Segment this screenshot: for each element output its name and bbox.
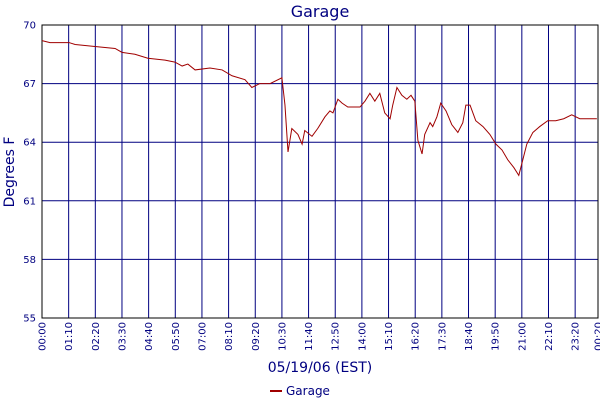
- plot-border: [41, 24, 599, 319]
- x-tick-label: 21:00: [517, 322, 528, 351]
- x-tick-label: 19:50: [491, 322, 502, 351]
- y-tick-label: 61: [23, 196, 36, 207]
- x-tick-label: 03:30: [117, 322, 128, 351]
- x-tick-label: 04:40: [144, 322, 155, 351]
- x-tick-label: 18:40: [464, 322, 475, 351]
- legend-label: Garage: [286, 384, 330, 398]
- x-tick-label: 16:20: [411, 322, 422, 351]
- y-tick-label: 67: [23, 79, 36, 90]
- x-tick-label: 10:30: [277, 322, 288, 351]
- y-tick-label: 55: [23, 314, 36, 325]
- x-tick-label: 07:00: [197, 322, 208, 351]
- data-line: [41, 40, 597, 177]
- y-tick-label: 64: [23, 138, 36, 149]
- x-tick-label: 12:50: [331, 322, 342, 351]
- plot-area: [41, 24, 599, 319]
- x-tick-label: 14:00: [357, 322, 368, 351]
- y-axis-label: Degrees F: [2, 137, 18, 208]
- y-tick-label: 70: [23, 21, 36, 32]
- x-tick-label: 23:20: [571, 322, 582, 351]
- x-tick-label: 02:20: [91, 322, 102, 351]
- x-tick-label: 22:10: [544, 322, 555, 351]
- x-tick-label: 00:20: [594, 322, 600, 351]
- x-axis-label: 05/19/06 (EST): [268, 360, 373, 376]
- x-tick-label: 08:10: [224, 322, 235, 351]
- chart-title: Garage: [291, 2, 350, 21]
- x-tick-label: 11:40: [304, 322, 315, 351]
- x-tick-label: 05:50: [171, 322, 182, 351]
- x-tick-label: 09:20: [251, 322, 262, 351]
- x-tick-label: 17:30: [437, 322, 448, 351]
- y-tick-label: 58: [23, 255, 36, 266]
- x-tick-label: 15:10: [384, 322, 395, 351]
- x-tick-label: 00:00: [38, 322, 49, 351]
- x-tick-label: 01:10: [64, 322, 75, 351]
